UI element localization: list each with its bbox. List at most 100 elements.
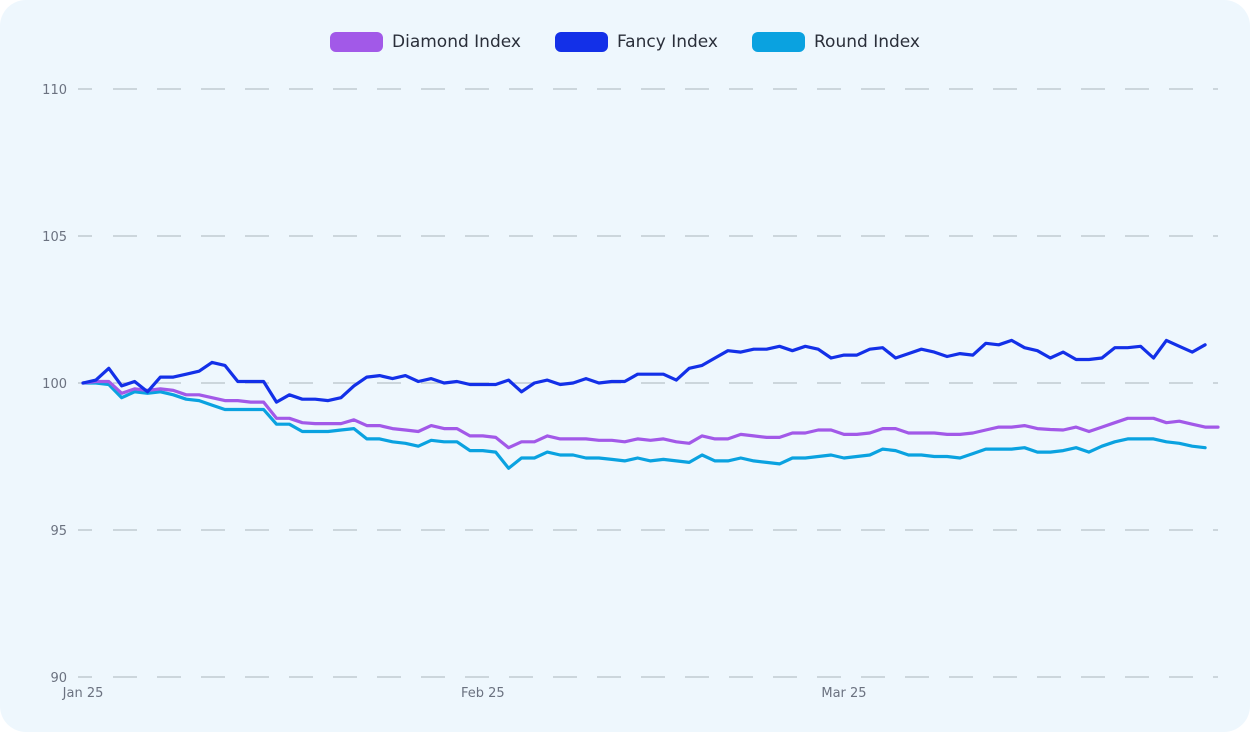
data-point[interactable] (210, 396, 214, 400)
data-point[interactable] (158, 387, 162, 391)
data-point[interactable] (778, 462, 782, 466)
data-point[interactable] (1023, 346, 1027, 350)
data-point[interactable] (674, 440, 678, 444)
data-point[interactable] (120, 384, 124, 388)
data-point[interactable] (287, 422, 291, 426)
data-point[interactable] (429, 424, 433, 428)
data-point[interactable] (326, 430, 330, 434)
data-point[interactable] (868, 453, 872, 457)
data-point[interactable] (520, 390, 524, 394)
data-point[interactable] (584, 456, 588, 460)
data-point[interactable] (1061, 350, 1065, 354)
data-point[interactable] (532, 456, 536, 460)
data-point[interactable] (623, 380, 627, 384)
data-point[interactable] (481, 434, 485, 438)
data-point[interactable] (262, 380, 266, 384)
data-point[interactable] (907, 453, 911, 457)
data-point[interactable] (1139, 344, 1143, 348)
data-point[interactable] (610, 438, 614, 442)
data-point[interactable] (197, 399, 201, 403)
series-line[interactable] (81, 379, 1220, 450)
data-point[interactable] (971, 353, 975, 357)
data-point[interactable] (171, 393, 175, 397)
data-point[interactable] (365, 424, 369, 428)
data-point[interactable] (558, 453, 562, 457)
data-point[interactable] (481, 383, 485, 387)
data-point[interactable] (752, 459, 756, 463)
data-point[interactable] (468, 383, 472, 387)
data-point[interactable] (739, 456, 743, 460)
data-point[interactable] (391, 377, 395, 381)
data-point[interactable] (120, 391, 124, 395)
data-point[interactable] (932, 350, 936, 354)
data-point[interactable] (532, 381, 536, 385)
data-point[interactable] (1023, 424, 1027, 428)
data-point[interactable] (1100, 425, 1104, 429)
data-point[interactable] (236, 380, 240, 384)
data-point[interactable] (94, 378, 98, 382)
data-point[interactable] (107, 380, 111, 384)
data-point[interactable] (739, 432, 743, 436)
data-point[interactable] (339, 422, 343, 426)
data-point[interactable] (1190, 350, 1194, 354)
data-point[interactable] (778, 344, 782, 348)
data-point[interactable] (494, 450, 498, 454)
data-point[interactable] (687, 441, 691, 445)
data-point[interactable] (623, 459, 627, 463)
data-point[interactable] (184, 372, 188, 376)
data-point[interactable] (803, 431, 807, 435)
data-point[interactable] (1113, 440, 1117, 444)
data-point[interactable] (1048, 356, 1052, 360)
data-point[interactable] (275, 422, 279, 426)
data-point[interactable] (1023, 446, 1027, 450)
data-point[interactable] (649, 459, 653, 463)
series-round-index[interactable] (81, 381, 1207, 470)
data-point[interactable] (636, 437, 640, 441)
data-point[interactable] (881, 346, 885, 350)
data-point[interactable] (649, 372, 653, 376)
data-point[interactable] (958, 456, 962, 460)
data-point[interactable] (1190, 444, 1194, 448)
data-point[interactable] (1152, 416, 1156, 420)
data-point[interactable] (752, 347, 756, 351)
data-point[interactable] (958, 432, 962, 436)
data-point[interactable] (1100, 356, 1104, 360)
data-point[interactable] (1190, 422, 1194, 426)
data-point[interactable] (326, 399, 330, 403)
data-point[interactable] (584, 437, 588, 441)
data-point[interactable] (765, 460, 769, 464)
data-point[interactable] (1074, 358, 1078, 362)
data-point[interactable] (223, 408, 227, 412)
data-point[interactable] (984, 447, 988, 451)
data-point[interactable] (790, 456, 794, 460)
data-point[interactable] (403, 374, 407, 378)
data-point[interactable] (210, 403, 214, 407)
data-point[interactable] (133, 380, 137, 384)
data-point[interactable] (416, 444, 420, 448)
data-point[interactable] (674, 459, 678, 463)
data-point[interactable] (765, 347, 769, 351)
data-point[interactable] (1139, 437, 1143, 441)
data-point[interactable] (403, 441, 407, 445)
legend-item-round[interactable]: Round Index (752, 32, 920, 52)
data-point[interactable] (932, 431, 936, 435)
data-point[interactable] (403, 428, 407, 432)
data-point[interactable] (1126, 416, 1130, 420)
data-point[interactable] (1126, 346, 1130, 350)
data-point[interactable] (700, 363, 704, 367)
data-point[interactable] (275, 400, 279, 404)
data-point[interactable] (584, 377, 588, 381)
data-point[interactable] (816, 455, 820, 459)
data-point[interactable] (184, 393, 188, 397)
data-point[interactable] (1152, 356, 1156, 360)
data-point[interactable] (1126, 437, 1130, 441)
data-point[interactable] (545, 378, 549, 382)
data-point[interactable] (236, 408, 240, 412)
data-point[interactable] (1164, 440, 1168, 444)
data-point[interactable] (855, 353, 859, 357)
data-point[interactable] (790, 431, 794, 435)
data-point[interactable] (907, 352, 911, 356)
data-point[interactable] (262, 408, 266, 412)
data-point[interactable] (842, 456, 846, 460)
data-point[interactable] (171, 375, 175, 379)
